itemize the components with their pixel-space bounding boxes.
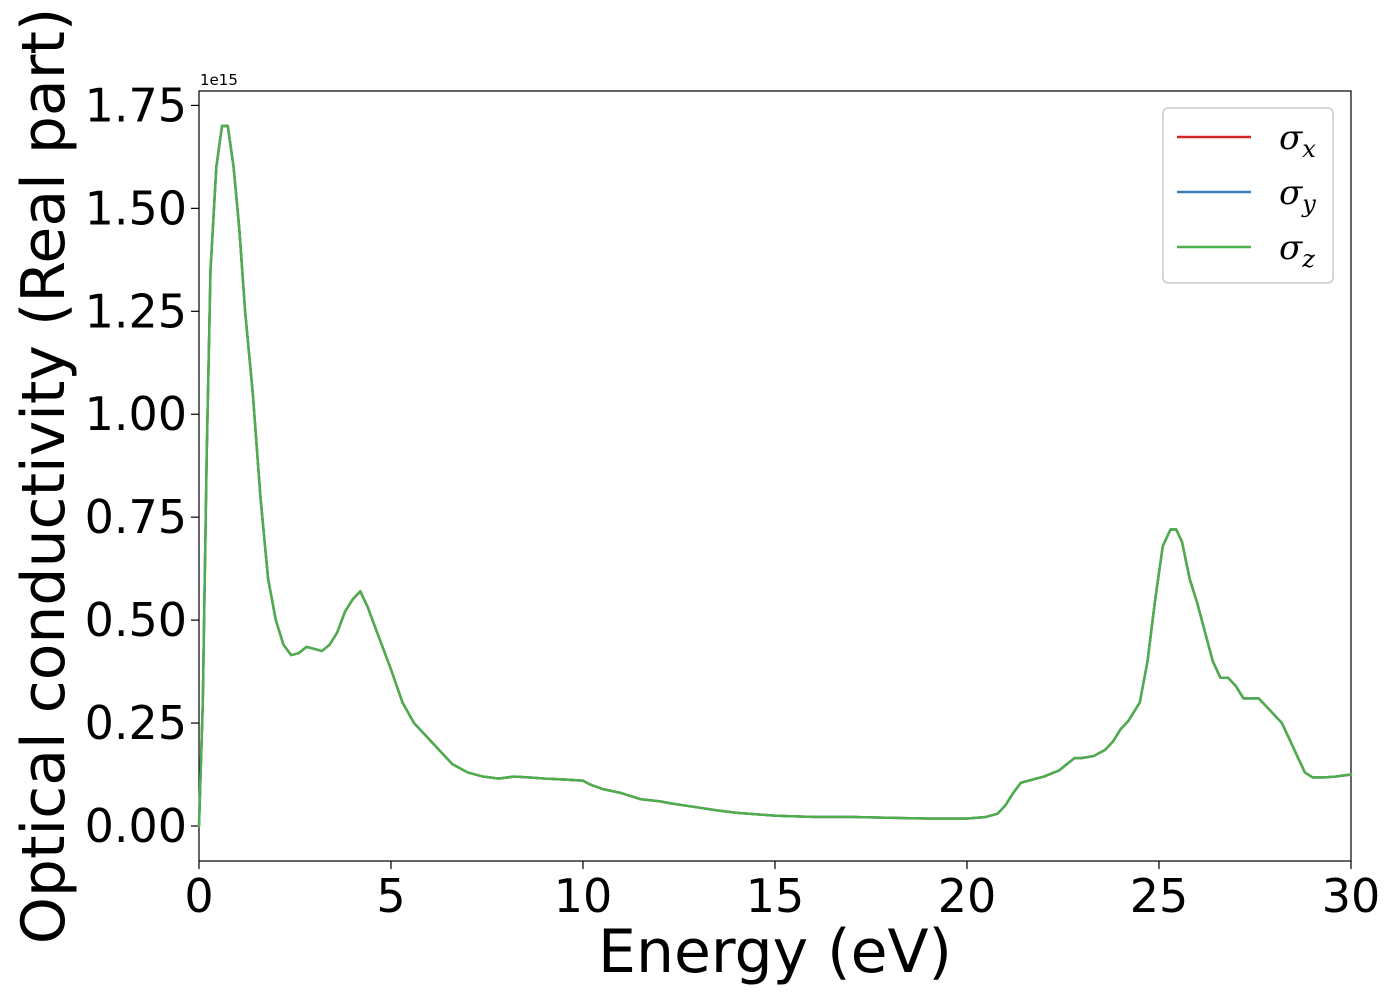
- x-axis-label: Energy (eV): [598, 917, 952, 987]
- x-tick-label: 15: [746, 869, 805, 923]
- legend-box: [1162, 107, 1334, 284]
- y-offset-label: 1e15: [200, 71, 238, 89]
- y-tick-label: 0.00: [85, 799, 187, 853]
- y-axis-ticks: 0.00 0.25 0.50 0.75 1.00 1.25 1.50 1.75: [85, 78, 199, 853]
- x-tick-label: 5: [376, 869, 405, 923]
- legend-subscript: z: [1301, 245, 1315, 273]
- x-tick-label: 0: [184, 869, 213, 923]
- y-tick-label: 1.75: [85, 78, 187, 132]
- x-tick-label: 20: [938, 869, 997, 923]
- y-tick-label: 0.50: [85, 593, 187, 647]
- y-tick-label: 0.75: [85, 490, 187, 544]
- legend-label-1: σy: [1279, 173, 1316, 218]
- y-tick-label: 1.00: [85, 387, 187, 441]
- x-tick-label: 30: [1322, 869, 1381, 923]
- series-lines: [197, 124, 1353, 828]
- legend-label-2: σz: [1279, 228, 1315, 273]
- y-tick-label: 1.50: [85, 181, 187, 235]
- y-tick-label: 0.25: [85, 696, 187, 750]
- legend-subscript: x: [1302, 135, 1316, 163]
- y-tick-label: 1.25: [85, 284, 187, 338]
- x-axis-ticks: 0 5 10 15 20 25 30: [184, 861, 1380, 923]
- legend-symbol: σ: [1279, 173, 1303, 213]
- x-tick-label: 25: [1130, 869, 1189, 923]
- x-tick-label: 10: [554, 869, 613, 923]
- y-axis-label: Optical conductivity (Real part): [9, 8, 79, 945]
- series-line-2: [197, 124, 1353, 828]
- legend-subscript: y: [1301, 190, 1316, 218]
- legend-symbol: σ: [1279, 228, 1303, 268]
- legend-label-0: σx: [1279, 118, 1316, 163]
- legend-symbol: σ: [1279, 118, 1303, 158]
